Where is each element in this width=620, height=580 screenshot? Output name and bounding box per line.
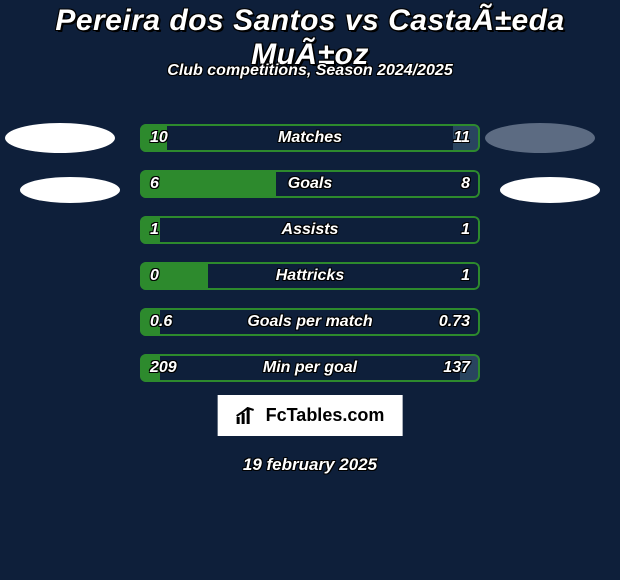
left-player-marker-1: [5, 123, 115, 153]
stat-fill-left: [140, 216, 160, 244]
stat-row-border: [140, 354, 480, 382]
stat-row: 11Assists: [140, 216, 480, 244]
stat-value-right: 1: [461, 262, 470, 290]
stat-row: 209137Min per goal: [140, 354, 480, 382]
stat-fill-left: [140, 170, 276, 198]
stat-fill-left: [140, 354, 160, 382]
right-player-marker-2: [500, 177, 600, 203]
chart-icon: [236, 407, 258, 425]
stat-label: Goals per match: [140, 308, 480, 336]
stat-fill-left: [140, 308, 160, 336]
stat-fill-left: [140, 124, 167, 152]
stat-row-border: [140, 124, 480, 152]
stat-row: 0.60.73Goals per match: [140, 308, 480, 336]
stat-label: Min per goal: [140, 354, 480, 382]
stat-row-border: [140, 216, 480, 244]
left-player-marker-2: [20, 177, 120, 203]
stat-value-right: 1: [461, 216, 470, 244]
footer-date: 19 february 2025: [0, 455, 620, 475]
stat-row-border: [140, 308, 480, 336]
brand-text: FcTables.com: [266, 405, 385, 426]
stat-fill-left: [140, 262, 208, 290]
stat-row: 01Hattricks: [140, 262, 480, 290]
stat-row: 68Goals: [140, 170, 480, 198]
stat-label: Matches: [140, 124, 480, 152]
right-player-marker-1: [485, 123, 595, 153]
stat-fill-right: [460, 354, 480, 382]
stat-value-right: 0.73: [439, 308, 470, 336]
page-subtitle: Club competitions, Season 2024/2025: [0, 62, 620, 80]
stats-bar-group: 1011Matches68Goals11Assists01Hattricks0.…: [140, 124, 480, 400]
stat-value-right: 8: [461, 170, 470, 198]
brand-badge: FcTables.com: [218, 395, 403, 436]
stat-row: 1011Matches: [140, 124, 480, 152]
comparison-infographic: Pereira dos Santos vs CastaÃ±eda MuÃ±oz …: [0, 0, 620, 580]
stat-label: Assists: [140, 216, 480, 244]
stat-fill-right: [453, 124, 480, 152]
